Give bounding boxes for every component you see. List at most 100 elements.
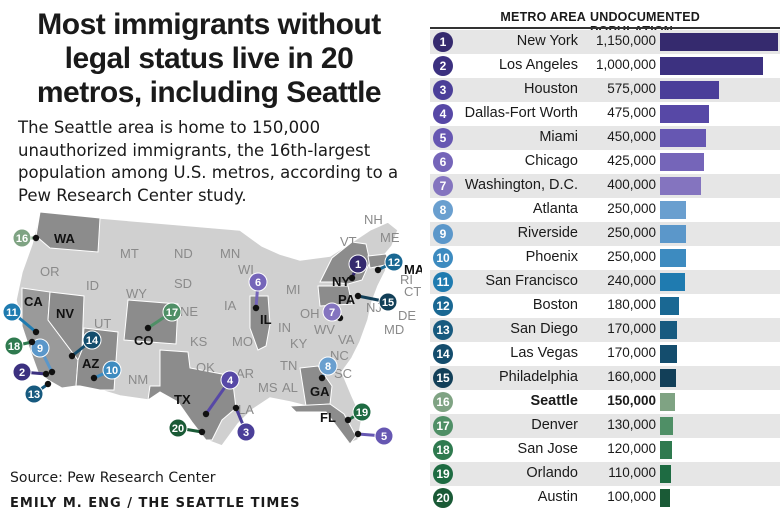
state-label-ri: RI bbox=[400, 272, 413, 287]
state-label-ks: KS bbox=[190, 334, 208, 349]
metro-name: New York bbox=[516, 33, 578, 49]
metro-dot bbox=[348, 274, 356, 282]
state-label-ne: NE bbox=[180, 304, 198, 319]
population-value: 575,000 bbox=[607, 81, 656, 96]
metro-name: Dallas-Fort Worth bbox=[464, 105, 578, 121]
state-label-nc: NC bbox=[330, 348, 349, 363]
population-bar bbox=[660, 153, 704, 171]
population-value: 240,000 bbox=[607, 273, 656, 288]
population-value: 250,000 bbox=[607, 201, 656, 216]
us-map: WA OR CA NV ID MT WY UT AZ CO NM ND SD N… bbox=[2, 211, 422, 447]
population-bar bbox=[660, 441, 673, 459]
metro-dot bbox=[32, 234, 40, 242]
table-row: 13 San Diego 170,000 bbox=[430, 318, 780, 342]
state-label-mi: MI bbox=[286, 282, 300, 297]
state-label-nv: NV bbox=[56, 306, 74, 321]
state-shape-ny bbox=[319, 241, 371, 285]
population-bar bbox=[660, 57, 763, 75]
rank-badge: 18 bbox=[433, 440, 453, 460]
population-value: 130,000 bbox=[607, 417, 656, 432]
rank-badge: 5 bbox=[433, 128, 453, 148]
rank-badge: 15 bbox=[433, 368, 453, 388]
pin-rank-label: 19 bbox=[356, 407, 368, 419]
rank-badge: 17 bbox=[433, 416, 453, 436]
rank-badge: 2 bbox=[433, 56, 453, 76]
metro-name: Seattle bbox=[530, 393, 578, 409]
population-value: 1,000,000 bbox=[595, 57, 656, 72]
state-label-de: DE bbox=[398, 308, 416, 323]
state-label-wi: WI bbox=[238, 262, 254, 277]
table-row: 16 Seattle 150,000 bbox=[430, 390, 780, 414]
population-value: 160,000 bbox=[607, 369, 656, 384]
pin-rank-label: 1 bbox=[355, 259, 361, 271]
table-header: METRO AREA UNDOCUMENTED POPULATION bbox=[430, 8, 780, 38]
state-label-tn: TN bbox=[280, 358, 297, 373]
rank-badge: 19 bbox=[433, 464, 453, 484]
pin-badge bbox=[82, 330, 102, 350]
state-shape-wa bbox=[35, 211, 101, 253]
table-row: 17 Denver 130,000 bbox=[430, 414, 780, 438]
pin-badge bbox=[374, 426, 394, 446]
pin-rank-label: 9 bbox=[37, 343, 43, 355]
pin-badge bbox=[236, 422, 256, 442]
population-bar bbox=[660, 465, 672, 483]
population-value: 100,000 bbox=[607, 489, 656, 504]
pin-badge bbox=[162, 302, 182, 322]
pin-badge bbox=[248, 272, 268, 292]
rank-badge: 13 bbox=[433, 320, 453, 340]
pin-rank-label: 8 bbox=[325, 361, 331, 373]
state-label-id: ID bbox=[86, 278, 99, 293]
metro-dot bbox=[28, 338, 36, 346]
table-row: 10 Phoenix 250,000 bbox=[430, 246, 780, 270]
rank-badge: 14 bbox=[433, 344, 453, 364]
rank-badge: 8 bbox=[433, 200, 453, 220]
state-label-ny: NY bbox=[332, 274, 350, 289]
metro-name: San Francisco bbox=[485, 273, 578, 289]
state-label-ut: UT bbox=[94, 316, 111, 331]
pin-rank-label: 13 bbox=[28, 389, 40, 401]
pin-rank-label: 6 bbox=[255, 277, 261, 289]
table-row: 20 Austin 100,000 bbox=[430, 486, 780, 510]
population-value: 120,000 bbox=[607, 441, 656, 456]
population-value: 170,000 bbox=[607, 345, 656, 360]
rank-badge: 4 bbox=[433, 104, 453, 124]
state-label-ct: CT bbox=[404, 284, 421, 299]
population-bar bbox=[660, 297, 679, 315]
pin-rank-label: 4 bbox=[227, 375, 234, 387]
metro-dot bbox=[252, 304, 260, 312]
metro-name: Los Angeles bbox=[498, 57, 578, 73]
metro-name: San Diego bbox=[510, 321, 578, 337]
state-label-nh: NH bbox=[364, 212, 383, 227]
pin-badge bbox=[348, 254, 368, 274]
pin-rank-label: 10 bbox=[106, 365, 118, 377]
rank-badge: 6 bbox=[433, 152, 453, 172]
state-label-md: MD bbox=[384, 322, 404, 337]
state-label-pa: PA bbox=[338, 292, 356, 307]
state-label-co: CO bbox=[134, 333, 154, 348]
table-row: 15 Philadelphia 160,000 bbox=[430, 366, 780, 390]
pin-rank-label: 15 bbox=[382, 297, 394, 309]
table-row: 14 Las Vegas 170,000 bbox=[430, 342, 780, 366]
state-label-nj: NJ bbox=[366, 300, 382, 315]
state-label-nd: ND bbox=[174, 246, 193, 261]
pin-rank-label: 5 bbox=[381, 431, 387, 443]
state-label-ms: MS bbox=[258, 380, 278, 395]
pin-rank-label: 16 bbox=[16, 233, 28, 245]
pin-badge bbox=[12, 228, 32, 248]
population-bar bbox=[660, 225, 686, 243]
source-note: Source: Pew Research Center bbox=[10, 470, 216, 486]
state-label-va: VA bbox=[338, 332, 355, 347]
population-value: 250,000 bbox=[607, 249, 656, 264]
rank-badge: 10 bbox=[433, 248, 453, 268]
state-label-oh: OH bbox=[300, 306, 320, 321]
rank-badge: 11 bbox=[433, 272, 453, 292]
population-value: 110,000 bbox=[608, 465, 656, 480]
table-row: 12 Boston 180,000 bbox=[430, 294, 780, 318]
metro-name: Miami bbox=[539, 129, 578, 145]
table-row: 19 Orlando 110,000 bbox=[430, 462, 780, 486]
subtitle: The Seattle area is home to 150,000 unau… bbox=[18, 118, 399, 205]
population-bar bbox=[660, 81, 719, 99]
population-value: 475,000 bbox=[607, 105, 656, 120]
population-bar bbox=[660, 129, 707, 147]
metro-dot bbox=[42, 370, 50, 378]
